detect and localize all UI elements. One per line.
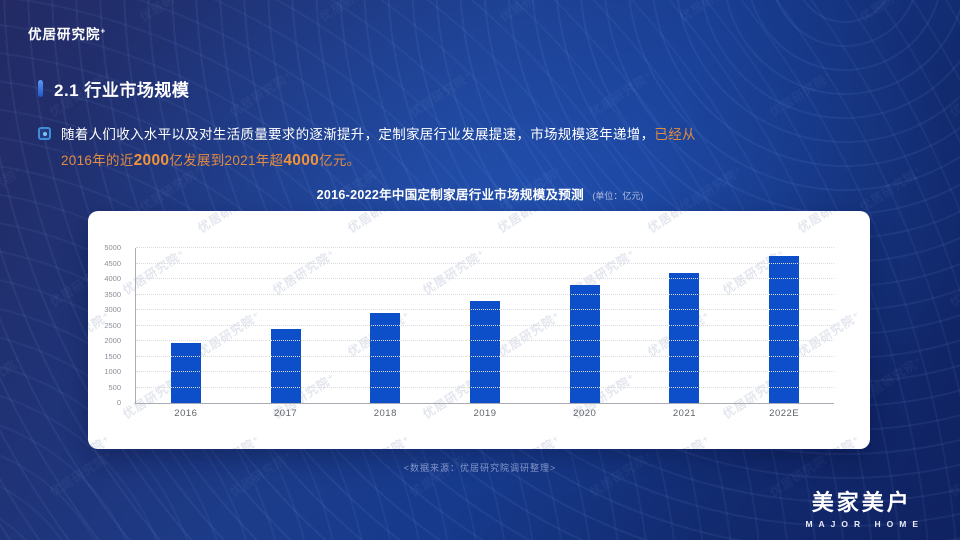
body-text-normal: 随着人们收入水平以及对生活质量要求的逐渐提升，定制家居行业发展提速，市场规模逐年… [61,127,655,142]
bar-chart-plot-area: 0 500 1000 1500 2000 2500 3000 3500 4000 4500 5000… [104,243,834,419]
body-highlight-num-4000: 4000 [283,152,320,169]
section-title: 2.1 行业市场规模 [38,76,189,101]
chart-title: 2016-2022年中国定制家居行业市场规模及预测 (单位：亿元) [0,184,960,204]
watermark-text: 优居研究院⁺ [494,431,564,449]
bar-2021 [669,272,700,403]
gridline [136,278,834,279]
x-tick-label: 2017 [274,408,298,419]
chart-unit-label: (单位：亿元) [592,191,644,201]
watermark-text: 优居研究院⁺ [344,211,414,236]
watermark-text: 优居研究院⁺ [227,68,296,120]
gridline [136,324,834,326]
bar-2020 [569,285,600,403]
bar-slot [335,248,435,403]
bar-slot [236,248,336,403]
y-tick-label: 1500 [104,351,121,361]
footer-brand-en: MAJOR HOME [805,519,924,529]
body-paragraph: 随着人们收入水平以及对生活质量要求的逐渐提升，定制家居行业发展提速，市场规模逐年… [38,122,921,174]
y-tick-label: 2000 [104,336,121,345]
y-tick-label: 1000 [104,367,121,376]
watermark-text: 优居研究院⁺ [587,68,656,120]
gridline [136,247,834,248]
watermark-text: 优居研究院⁺ [88,431,114,449]
section-title-text: 2.1 行业市场规模 [54,81,190,100]
bar-2016 [170,342,201,403]
bar-2017 [270,328,301,403]
watermark-text: 优居研究院⁺ [644,431,714,449]
watermark-text: 优居研究院⁺ [869,245,870,299]
y-axis-labels: 0 500 1000 1500 2000 2500 3000 3500 4000 4500 5000 [92,243,128,407]
x-tick-label: 2020 [573,408,597,419]
footer-brand-cn: 美家美户 [811,490,912,515]
gridline [136,340,834,341]
x-tick-label: 2021 [672,408,697,419]
watermark-text: 优居研究院⁺ [767,68,836,120]
gridline [136,309,834,310]
gridline [136,386,834,388]
x-axis-labels: 2016 2017 2018 2019 2020 2021 2022E [136,408,834,419]
body-highlight-num-2000: 2000 [133,152,170,169]
bar-slot [535,248,635,403]
watermark-text: 优居研究院⁺ [794,211,864,236]
x-tick-label: 2022E [769,408,800,419]
data-source-note: <数据来源：优居研究院调研整理> [403,463,557,473]
watermark-text: 优居研究院⁺ [407,68,476,120]
gridline [136,262,834,264]
watermark-text: 优居研究院⁺ [0,0,26,25]
watermark-text: 优居研究院⁺ [676,0,746,25]
bar-slot [136,248,236,403]
y-tick-label: 0 [116,398,121,407]
watermark-text: 优居研究院⁺ [344,431,414,449]
x-tick-label: 2019 [473,408,497,419]
watermark-text: 优居研究院⁺ [88,211,114,236]
body-highlight-p3: 亿元。 [319,153,361,168]
bar-slot [435,248,535,403]
bar-2022E [769,255,800,403]
y-tick-label: 500 [108,382,121,392]
watermark-text: 优居研究院⁺ [496,0,566,25]
y-tick-label: 3000 [104,305,121,314]
watermark-text: 优居研究院⁺ [856,0,926,25]
chart-card: 优居研究院⁺ 优居研究院⁺ 优居研究院⁺ 优居研究院⁺ 优居研究院⁺ 优居研究院⁺ 优居研究… [88,211,870,449]
brand-logo-text: 优居研究院 [28,27,101,42]
watermark-text: 优居研究院⁺ [0,353,26,405]
chart-title-text: 2016-2022年中国定制家居行业市场规模及预测 [316,188,584,202]
y-tick-label: 3500 [104,289,121,299]
body-text-highlight-lead: 已经从 [654,127,696,142]
brand-logo: 优居研究院+ [28,23,106,43]
y-tick-label: 4500 [104,258,121,268]
bar-2019 [470,300,501,403]
watermark-text: 优居研究院⁺ [869,369,870,423]
x-tick-label: 2018 [373,408,397,419]
watermark-text: 优居研究院⁺ [947,258,960,310]
gridline [136,355,834,357]
watermark-text: 优居研究院⁺ [194,431,264,449]
watermark-text: 优居研究院⁺ [136,0,206,25]
body-text: 随着人们收入水平以及对生活质量要求的逐渐提升，定制家居行业发展提速，市场规模逐年… [61,122,921,174]
y-tick-label: 4000 [104,274,121,283]
bar-slot [734,248,834,403]
watermark-text: 优居研究院⁺ [194,211,264,236]
bars-container [136,248,834,403]
gridline [136,371,834,372]
y-tick-label: 5000 [104,243,121,252]
x-tick-label: 2016 [174,408,198,419]
bar-slot [635,248,735,403]
footer-brand-logo: 美家美户 MAJOR HOME [799,485,924,529]
title-marker-bar [38,80,43,97]
watermark-text: 优居研究院⁺ [644,211,714,236]
watermark-text: 优居研究院⁺ [316,0,386,25]
body-highlight-p2: 亿发展到2021年超 [169,153,284,168]
brand-logo-plus: + [100,26,107,36]
gridline [136,293,834,295]
watermark-text: 优居研究院⁺ [794,431,864,449]
body-highlight-p1: 2016年的近 [61,153,134,168]
bar-2018 [370,313,401,403]
watermark-text: 优居研究院⁺ [947,68,960,120]
watermark-text: 优居研究院⁺ [494,211,564,236]
bullet-icon [38,127,51,140]
y-tick-label: 2500 [104,320,121,330]
bullet-dot [42,131,47,136]
